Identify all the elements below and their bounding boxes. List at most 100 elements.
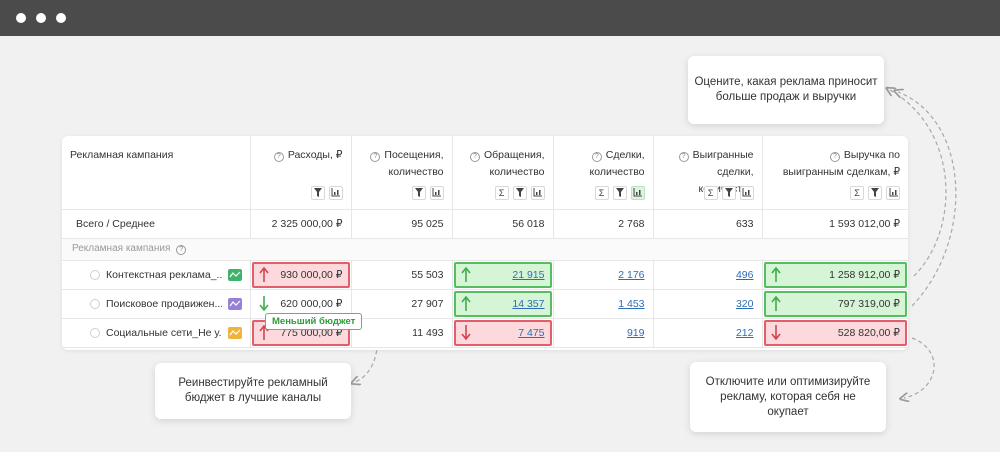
callout-bottom-left-text: Реинвестируйте рекламный бюджет в лучшие… bbox=[178, 377, 328, 404]
sum-icon[interactable]: Σ bbox=[703, 185, 718, 200]
metric-cell[interactable]: 7 475 bbox=[452, 318, 554, 348]
total-value: 2 768 bbox=[618, 217, 645, 230]
metric-value: 55 503 bbox=[411, 268, 444, 281]
column-controls: Σ bbox=[703, 185, 754, 200]
filter-icon[interactable] bbox=[310, 185, 325, 200]
column-header-label: Сделки, количество bbox=[589, 149, 645, 178]
filter-icon[interactable] bbox=[512, 185, 527, 200]
total-row: Всего / Среднее 2 325 000,00 ₽ 95 025 56 01… bbox=[62, 209, 908, 239]
window-titlebar bbox=[0, 0, 1000, 36]
campaign-name[interactable]: Поисковое продвижен... bbox=[106, 297, 222, 310]
metric-cell[interactable]: 1 453 bbox=[553, 289, 654, 319]
callout-top-right: Оцените, какая реклама приносит больше п… bbox=[688, 56, 884, 124]
chart-icon[interactable] bbox=[429, 185, 444, 200]
metric-link[interactable]: 7 475 bbox=[518, 326, 545, 339]
metric-link[interactable]: 14 357 bbox=[512, 297, 545, 310]
window-dot-icon[interactable] bbox=[16, 13, 26, 23]
total-label: Всего / Среднее bbox=[76, 217, 155, 230]
column-header[interactable]: Рекламная кампания bbox=[62, 136, 251, 210]
highlight-box bbox=[453, 319, 552, 346]
line-chart-icon[interactable] bbox=[227, 326, 242, 339]
table-row[interactable]: Контекстная реклама_... 930 000,00 ₽ 55 50… bbox=[62, 260, 908, 290]
help-icon[interactable]: ? bbox=[176, 245, 187, 255]
group-label-cell: Рекламная кампания ? bbox=[62, 238, 908, 261]
filter-icon[interactable] bbox=[612, 185, 627, 200]
metric-link[interactable]: 919 bbox=[626, 326, 645, 339]
help-icon[interactable]: ? bbox=[370, 152, 381, 162]
metric-link[interactable]: 21 915 bbox=[512, 268, 545, 281]
metric-cell[interactable]: 919 bbox=[553, 318, 654, 348]
total-value: 95 025 bbox=[411, 217, 444, 230]
table-header-row: Рекламная кампания? Расходы, ₽? Посещения,… bbox=[62, 136, 908, 210]
metric-cell[interactable]: 212 bbox=[653, 318, 763, 348]
total-value-cell: 1 593 012,00 ₽ bbox=[762, 209, 908, 239]
help-icon[interactable]: ? bbox=[273, 152, 284, 162]
campaign-name[interactable]: Социальные сети_Не у... bbox=[106, 326, 222, 339]
filter-icon[interactable] bbox=[411, 185, 426, 200]
sum-icon[interactable]: Σ bbox=[594, 185, 609, 200]
highlight-box bbox=[453, 290, 552, 317]
table-body: Всего / Среднее 2 325 000,00 ₽ 95 025 56 01… bbox=[62, 209, 908, 348]
help-icon[interactable]: ? bbox=[678, 152, 689, 162]
column-controls: Σ bbox=[594, 185, 645, 200]
metric-cell[interactable]: 496 bbox=[653, 260, 763, 290]
column-header[interactable]: ? Посещения, количество bbox=[351, 136, 453, 210]
table-row[interactable]: Социальные сети_Не у... 775 000,00 ₽11 49… bbox=[62, 318, 908, 348]
filter-icon[interactable] bbox=[721, 185, 736, 200]
column-header[interactable]: ? Сделки, количество Σ bbox=[553, 136, 654, 210]
row-radio[interactable] bbox=[90, 269, 100, 280]
column-header[interactable]: ? Выручка по выигранным сделкам, ₽ Σ bbox=[762, 136, 908, 210]
column-controls: Σ bbox=[850, 185, 900, 200]
chart-icon[interactable] bbox=[328, 185, 343, 200]
metric-link[interactable]: 2 176 bbox=[618, 268, 645, 281]
help-icon[interactable]: ? bbox=[591, 152, 602, 162]
help-icon[interactable]: ? bbox=[829, 152, 840, 162]
group-label: Рекламная кампания bbox=[72, 243, 171, 254]
chart-icon[interactable] bbox=[530, 185, 545, 200]
metric-value: 1 258 912,00 ₽ bbox=[829, 268, 900, 281]
line-chart-icon[interactable] bbox=[227, 297, 242, 310]
column-header[interactable]: ? Обращения, количество Σ bbox=[452, 136, 554, 210]
window-dot-icon[interactable] bbox=[56, 13, 66, 23]
metric-cell[interactable]: 2 176 bbox=[553, 260, 654, 290]
metric-link[interactable]: 320 bbox=[735, 297, 754, 310]
callout-bottom-right-text: Отключите или оптимизируйте рекламу, кот… bbox=[705, 375, 871, 418]
highlight-box bbox=[763, 319, 907, 346]
column-header-label: Выручка по выигранным сделкам, ₽ bbox=[782, 149, 900, 178]
chart-icon[interactable] bbox=[886, 185, 900, 200]
metric-cell[interactable]: 320 bbox=[653, 289, 763, 319]
group-row: Рекламная кампания ? bbox=[62, 238, 908, 261]
chart-icon[interactable] bbox=[630, 185, 645, 200]
metric-link[interactable]: 1 453 bbox=[618, 297, 645, 310]
filter-icon[interactable] bbox=[868, 185, 882, 200]
column-header[interactable]: ? Расходы, ₽ bbox=[250, 136, 352, 210]
column-controls bbox=[310, 185, 343, 200]
campaign-name[interactable]: Контекстная реклама_... bbox=[106, 268, 222, 281]
chart-icon[interactable] bbox=[739, 185, 754, 200]
callout-bottom-left: Реинвестируйте рекламный бюджет в лучшие… bbox=[155, 363, 351, 419]
campaign-table: Рекламная кампания? Расходы, ₽? Посещения,… bbox=[62, 136, 908, 348]
metric-cell[interactable]: 14 357 bbox=[452, 289, 554, 319]
row-radio[interactable] bbox=[90, 327, 100, 338]
total-value: 633 bbox=[735, 217, 754, 230]
total-value: 2 325 000,00 ₽ bbox=[271, 217, 343, 230]
table-row[interactable]: Поисковое продвижен... 620 000,00 ₽ 27 907… bbox=[62, 289, 908, 319]
metric-link[interactable]: 496 bbox=[735, 268, 754, 281]
help-icon[interactable]: ? bbox=[470, 152, 480, 162]
total-value-cell: 633 bbox=[653, 209, 763, 239]
row-radio[interactable] bbox=[90, 298, 100, 309]
campaign-table-card: Рекламная кампания? Расходы, ₽? Посещения,… bbox=[62, 136, 908, 350]
sum-icon[interactable]: Σ bbox=[850, 185, 864, 200]
metric-cell[interactable]: 21 915 bbox=[452, 260, 554, 290]
line-chart-icon[interactable] bbox=[227, 268, 242, 281]
column-controls: Σ bbox=[494, 185, 545, 200]
metric-link[interactable]: 212 bbox=[735, 326, 754, 339]
sum-icon[interactable]: Σ bbox=[494, 185, 509, 200]
metric-cell: 797 319,00 ₽ bbox=[762, 289, 908, 319]
metric-value: 11 493 bbox=[412, 326, 444, 339]
column-controls bbox=[411, 185, 444, 200]
callout-top-right-text: Оцените, какая реклама приносит больше п… bbox=[694, 76, 878, 103]
column-header-label: Обращения, количество bbox=[484, 149, 545, 178]
window-dot-icon[interactable] bbox=[36, 13, 46, 23]
